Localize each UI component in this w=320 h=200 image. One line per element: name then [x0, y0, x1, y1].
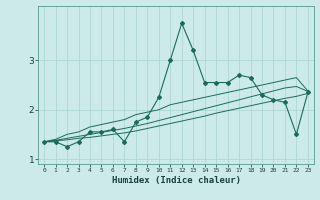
X-axis label: Humidex (Indice chaleur): Humidex (Indice chaleur)	[111, 176, 241, 185]
